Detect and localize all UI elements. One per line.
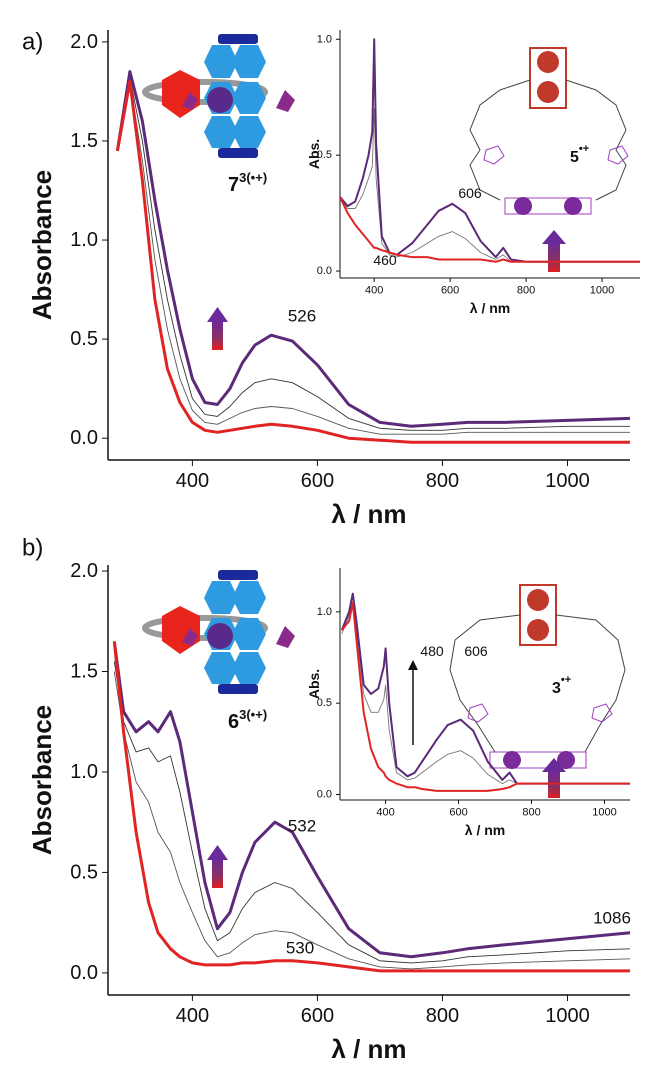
molecule-label: 63(•+) xyxy=(228,707,267,734)
y-tick-label: 0.0 xyxy=(70,427,98,449)
annotation: 1086 xyxy=(593,909,631,928)
x-axis-label: λ / nm xyxy=(465,822,505,838)
change-arrow xyxy=(408,660,418,745)
y-axis-label: Abs. xyxy=(306,669,322,699)
x-tick-label: 600 xyxy=(441,284,459,296)
annotation: 480 xyxy=(420,643,444,659)
y-tick-label: 0.5 xyxy=(70,861,98,883)
spectrum-line xyxy=(339,108,640,263)
y-tick-label: 0.0 xyxy=(317,265,332,277)
spectrum-line xyxy=(340,592,630,785)
macrocycle-drawing xyxy=(449,584,626,798)
x-tick-label: 1000 xyxy=(592,806,616,818)
molecule-number: 3 xyxy=(552,680,561,697)
panel-label: b) xyxy=(22,535,43,562)
y-tick-label: 1.0 xyxy=(317,33,332,45)
spectrum-line xyxy=(339,196,640,263)
x-axis-label: λ / nm xyxy=(331,1034,406,1064)
y-tick-label: 0.5 xyxy=(317,697,332,709)
molecule-drawing xyxy=(142,570,295,694)
y-tick-label: 1.0 xyxy=(70,229,98,251)
x-axis-label: λ / nm xyxy=(470,300,510,316)
x-tick-label: 800 xyxy=(426,1005,459,1027)
molecule-charge: 3(•+) xyxy=(239,170,267,185)
spectrum-line xyxy=(115,70,631,428)
x-tick-label: 400 xyxy=(176,470,209,492)
spectrum-line xyxy=(341,601,630,792)
molecule-number: 6 xyxy=(228,711,239,733)
x-axis-label: λ / nm xyxy=(331,499,406,529)
x-tick-label: 600 xyxy=(301,470,334,492)
x-tick-label: 1000 xyxy=(590,284,614,296)
annotation: 526 xyxy=(288,307,316,326)
molecule-charge: 3(•+) xyxy=(239,707,267,722)
y-tick-label: 1.0 xyxy=(70,761,98,783)
y-tick-label: 1.0 xyxy=(317,606,332,618)
change-arrow xyxy=(207,307,228,888)
y-tick-label: 1.5 xyxy=(70,660,98,682)
spectrum-line xyxy=(113,671,631,970)
y-tick-label: 0.0 xyxy=(70,962,98,984)
y-tick-label: 2.0 xyxy=(70,31,98,53)
spectrum-line xyxy=(339,38,640,263)
y-axis-label: Abs. xyxy=(306,139,322,169)
y-axis-label: Absorbance xyxy=(27,705,57,855)
molecule-label: 3•+ xyxy=(552,674,571,697)
spectrum-line xyxy=(116,81,630,435)
x-tick-label: 600 xyxy=(301,1005,334,1027)
panel-label: a) xyxy=(22,29,43,56)
annotation: 532 xyxy=(288,817,316,836)
molecule-label: 73(•+) xyxy=(228,170,267,197)
spectrum-line xyxy=(115,80,630,444)
y-tick-label: 0.5 xyxy=(70,328,98,350)
spectrum-line xyxy=(112,641,630,973)
x-tick-label: 400 xyxy=(365,284,383,296)
spectrum-line xyxy=(112,641,631,959)
y-tick-label: 1.5 xyxy=(70,130,98,152)
annotation: 606 xyxy=(458,185,482,201)
molecule-charge: •+ xyxy=(579,143,589,155)
x-tick-label: 400 xyxy=(376,806,394,818)
spectrum-line xyxy=(113,661,631,964)
macrocycle-drawing xyxy=(469,47,629,272)
spectrum-line xyxy=(116,77,630,431)
x-tick-label: 800 xyxy=(426,470,459,492)
y-tick-label: 0.5 xyxy=(317,149,332,161)
annotation: 530 xyxy=(286,939,314,958)
molecule-drawing xyxy=(142,34,295,158)
x-tick-label: 1000 xyxy=(545,470,590,492)
x-tick-label: 1000 xyxy=(545,1005,590,1027)
y-tick-label: 2.0 xyxy=(70,560,98,582)
x-tick-label: 800 xyxy=(517,284,535,296)
molecule-charge: •+ xyxy=(561,674,571,686)
x-tick-label: 800 xyxy=(522,806,540,818)
annotation: 606 xyxy=(464,643,488,659)
x-tick-label: 400 xyxy=(176,1005,209,1027)
annotation: 460 xyxy=(373,252,397,268)
y-axis-label: Absorbance xyxy=(27,170,57,320)
molecule-number: 7 xyxy=(228,174,239,196)
molecule-label: 5•+ xyxy=(570,143,589,166)
x-tick-label: 600 xyxy=(449,806,467,818)
molecule-number: 5 xyxy=(570,149,579,166)
y-tick-label: 0.0 xyxy=(317,789,332,801)
